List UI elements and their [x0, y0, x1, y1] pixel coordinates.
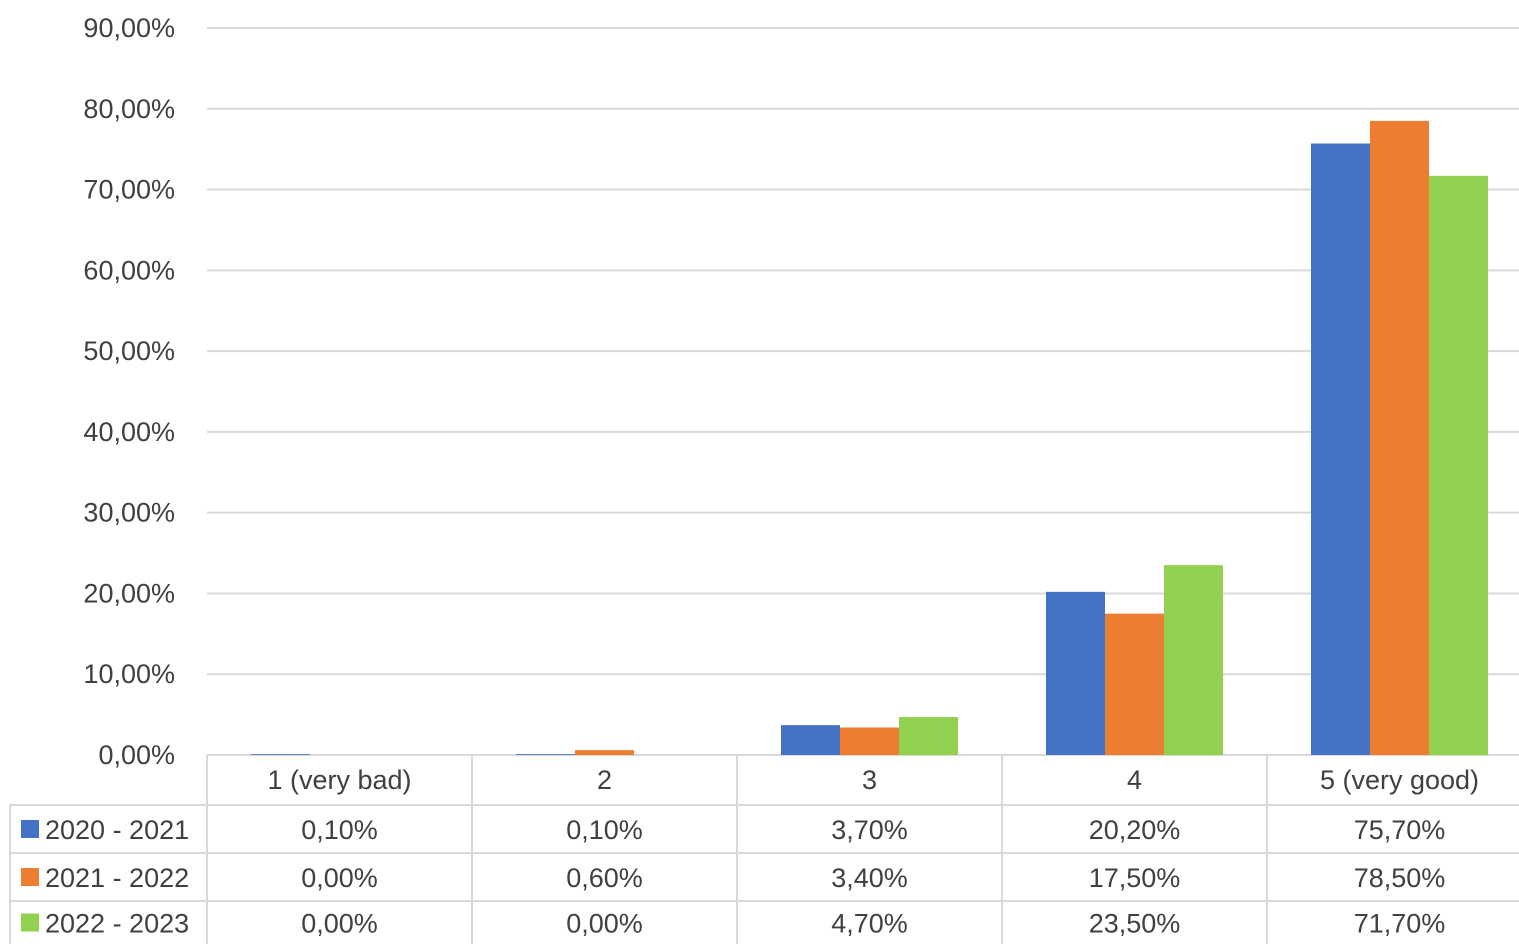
- bar: [1429, 175, 1488, 755]
- y-tick-label: 30,00%: [83, 498, 175, 528]
- data-label: 0,10%: [566, 815, 643, 845]
- x-category-label: 1 (very bad): [267, 765, 411, 795]
- legend-swatch: [21, 868, 39, 886]
- x-category-label: 4: [1127, 765, 1142, 795]
- bar: [1046, 591, 1105, 755]
- y-tick-label: 80,00%: [83, 94, 175, 124]
- legend-swatch: [21, 913, 39, 932]
- data-label: 3,40%: [831, 863, 908, 893]
- x-category-label: 3: [862, 765, 877, 795]
- legend-swatch: [21, 820, 39, 838]
- gridlines: [207, 27, 1519, 756]
- bar: [1370, 120, 1429, 755]
- y-tick-label: 50,00%: [83, 336, 175, 366]
- data-label: 4,70%: [831, 909, 908, 939]
- legend-label: 2022 - 2023: [45, 909, 189, 939]
- bar: [899, 717, 958, 755]
- y-tick-label: 10,00%: [83, 659, 175, 689]
- bar: [1164, 565, 1223, 755]
- y-tick-label: 40,00%: [83, 417, 175, 447]
- y-axis-tick-labels: 0,00% 10,00% 20,00% 30,00% 40,00% 50,00% 60,00…: [83, 13, 175, 770]
- data-label: 75,70%: [1354, 815, 1446, 845]
- bar: [781, 725, 840, 755]
- bar: [1105, 613, 1164, 755]
- bar: [251, 754, 310, 755]
- bar: [516, 754, 575, 755]
- data-label: 0,00%: [301, 909, 378, 939]
- y-tick-label: 70,00%: [83, 175, 175, 205]
- data-label: 0,60%: [566, 863, 643, 893]
- bar: [575, 750, 634, 755]
- y-tick-label: 0,00%: [98, 740, 175, 770]
- legend-label: 2020 - 2021: [45, 815, 189, 845]
- data-label: 17,50%: [1089, 863, 1181, 893]
- bars: [251, 120, 1488, 756]
- data-label: 71,70%: [1354, 909, 1446, 939]
- data-label: 20,20%: [1089, 815, 1181, 845]
- legend-label: 2021 - 2022: [45, 863, 189, 893]
- data-label: 3,70%: [831, 815, 908, 845]
- data-label: 0,00%: [566, 909, 643, 939]
- data-label: 23,50%: [1089, 909, 1181, 939]
- data-table: 1 (very bad) 2 3 4 5 (very good) 2020 - 2021 0…: [9, 755, 1519, 944]
- bar: [840, 727, 899, 755]
- data-label: 0,00%: [301, 863, 378, 893]
- y-tick-label: 20,00%: [83, 578, 175, 608]
- data-label: 0,10%: [301, 815, 378, 845]
- x-category-label: 2: [597, 765, 612, 795]
- y-tick-label: 60,00%: [83, 255, 175, 285]
- y-tick-label: 90,00%: [83, 13, 175, 43]
- x-category-label: 5 (very good): [1320, 765, 1479, 795]
- data-label: 78,50%: [1354, 863, 1446, 893]
- bar: [1311, 143, 1370, 756]
